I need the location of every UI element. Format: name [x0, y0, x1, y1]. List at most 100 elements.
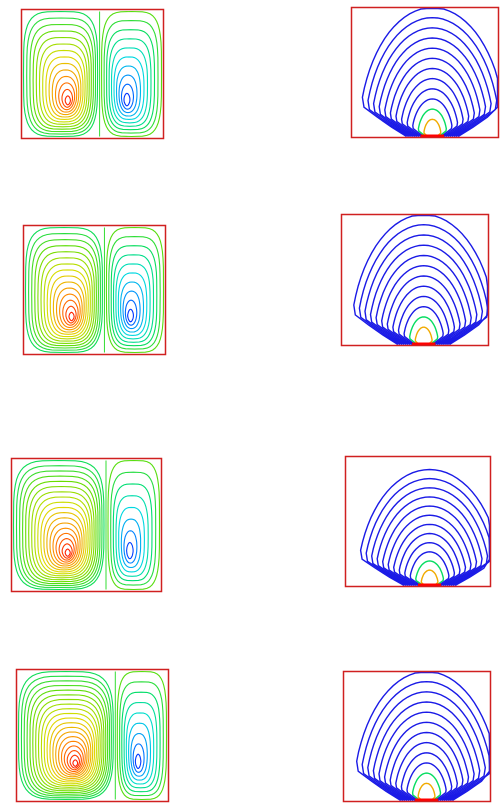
isotherm-line — [423, 118, 442, 138]
isotherm-line — [411, 772, 442, 802]
left-cell-streamline — [58, 736, 88, 776]
isotherm-line — [372, 27, 492, 138]
isotherm-plot — [340, 213, 490, 347]
right-cell-streamline — [127, 308, 134, 323]
isotherm-plot — [342, 670, 492, 803]
left-cell-streamline — [43, 512, 85, 571]
left-cell-streamline — [20, 675, 112, 799]
right-cell-streamline — [103, 20, 159, 134]
right-cell-streamline — [106, 29, 156, 131]
left-cell-streamline — [37, 703, 101, 788]
isotherm-line — [400, 77, 464, 138]
left-cell-streamline — [23, 680, 111, 797]
isotherm-line — [403, 305, 444, 346]
left-cell-streamline — [38, 43, 88, 125]
left-cell-streamline — [46, 269, 89, 338]
right-cell-streamline — [126, 541, 134, 560]
right-cell-streamline — [116, 670, 168, 801]
right-cell-streamline — [110, 47, 149, 124]
left-cell-streamline — [31, 239, 99, 349]
right-cell-streamline — [101, 10, 163, 138]
left-cell-streamline — [40, 257, 93, 342]
left-cell-streamline — [22, 475, 99, 585]
isotherm-line — [417, 782, 436, 802]
isotherm-line — [367, 691, 487, 802]
right-cell-streamline — [123, 92, 131, 107]
isotherm-line — [358, 223, 489, 346]
left-cell-streamline — [37, 251, 95, 344]
left-cell-streamline — [40, 506, 87, 573]
isotherm-line — [378, 711, 475, 802]
right-cell-streamline — [110, 471, 157, 586]
streamline-plot — [15, 668, 170, 803]
heat-source — [411, 342, 436, 346]
right-cell-streamline — [112, 483, 153, 582]
isotherm-line — [420, 569, 439, 587]
isotherm-line — [400, 752, 453, 802]
streamline-panel-row3 — [10, 457, 163, 593]
left-cell-streamline — [72, 759, 79, 767]
left-cell-streamline — [28, 485, 95, 581]
isotherm-line — [395, 741, 459, 802]
isotherm-line — [404, 541, 456, 587]
left-cell-streamline — [55, 532, 77, 563]
right-cell-streamline — [134, 753, 142, 769]
left-cell-streamline — [29, 23, 94, 133]
left-cell-streamline — [55, 287, 83, 331]
isotherm-line — [414, 326, 433, 346]
left-cell-streamline — [49, 722, 94, 781]
left-cell-streamline — [17, 670, 114, 801]
isotherm-line — [409, 551, 450, 587]
isotherm-line — [384, 47, 481, 138]
left-cell-streamline — [51, 69, 80, 116]
left-cell-streamline — [45, 56, 84, 120]
isotherm-line — [369, 244, 478, 346]
right-cell-streamline — [123, 701, 158, 789]
left-cell-streamline — [31, 491, 93, 579]
domain-frame — [20, 8, 165, 140]
domain-frame — [22, 224, 167, 356]
isotherm-line — [389, 57, 476, 138]
left-cell-streamline — [49, 275, 87, 335]
left-cell-streamline — [69, 754, 81, 769]
right-cell-streamline — [121, 691, 161, 793]
left-cell-streamline — [64, 548, 71, 557]
isotherm-line — [381, 505, 478, 587]
isotherm-line — [364, 234, 484, 346]
isotherm-line — [392, 523, 467, 587]
left-cell-streamline — [52, 527, 79, 565]
left-cell-streamline — [61, 88, 74, 108]
isotherm-line — [361, 7, 499, 138]
left-cell-streamline — [40, 708, 99, 787]
right-cell-streamline — [118, 74, 138, 114]
isotherm-line — [372, 701, 481, 802]
left-cell-streamline — [26, 17, 97, 135]
isotherm-line — [397, 295, 450, 346]
right-cell-streamline — [120, 518, 142, 569]
left-cell-streamline — [34, 245, 97, 347]
isotherm-line — [392, 285, 456, 346]
isotherm-line — [417, 108, 448, 138]
left-cell-streamline — [62, 299, 79, 326]
isotherm-panel-row3 — [344, 455, 492, 588]
right-cell-streamline — [110, 245, 158, 347]
right-cell-streamline — [117, 272, 148, 336]
isotherm-plot — [344, 455, 492, 588]
left-cell-streamline — [46, 517, 83, 569]
left-cell-streamline — [64, 95, 71, 106]
isotherm-panel-row4 — [342, 670, 492, 803]
left-cell-streamline — [60, 740, 86, 774]
right-cell-streamline — [108, 38, 152, 127]
left-cell-streamline — [65, 305, 77, 324]
left-cell-streamline — [12, 459, 105, 591]
isotherm-line — [406, 88, 459, 138]
streamline-plot — [20, 8, 165, 140]
domain-frame — [344, 455, 492, 588]
left-cell-streamline — [35, 36, 90, 128]
left-cell-streamline — [34, 496, 91, 577]
right-cell-streamline — [107, 459, 161, 591]
right-cell-streamline — [120, 281, 145, 333]
isotherm-plot — [350, 6, 500, 139]
isotherm-line — [389, 731, 464, 802]
isotherm-line — [375, 254, 472, 346]
